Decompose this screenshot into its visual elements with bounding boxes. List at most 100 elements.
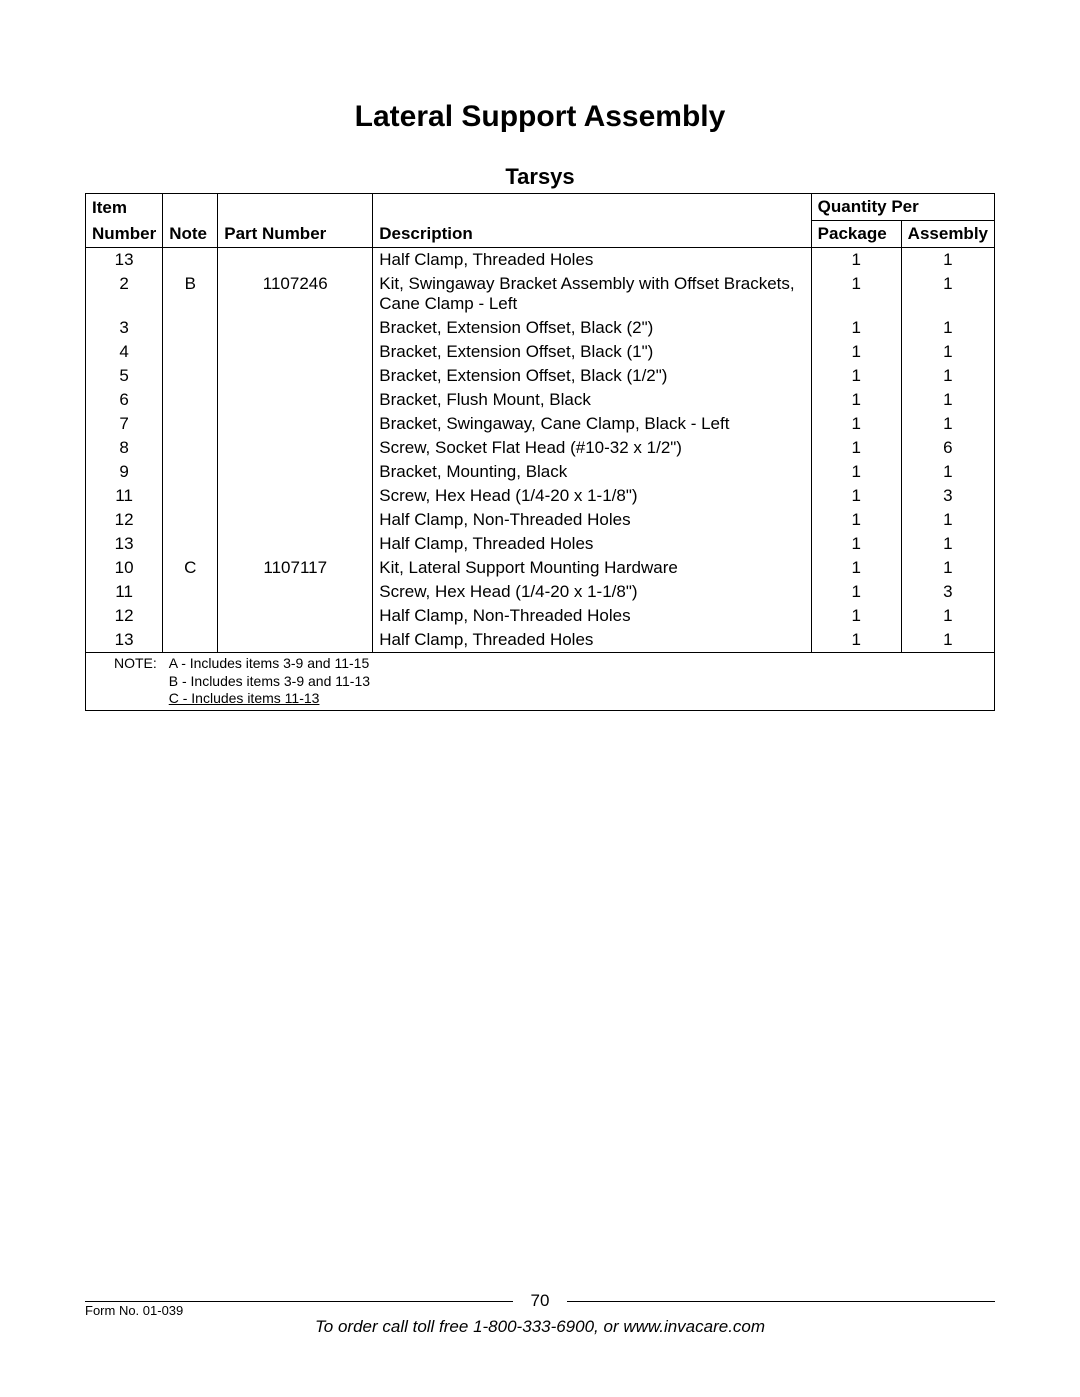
- cell-item: 12: [86, 508, 163, 532]
- cell-description: Half Clamp, Non-Threaded Holes: [373, 604, 811, 628]
- cell-partnum: [218, 460, 373, 484]
- cell-partnum: [218, 604, 373, 628]
- col-header-note-blank: [163, 194, 218, 221]
- table-body: 13Half Clamp, Threaded Holes112B1107246K…: [86, 248, 995, 653]
- col-header-desc-blank: [373, 194, 811, 221]
- cell-package: 1: [811, 556, 901, 580]
- cell-note: [163, 508, 218, 532]
- note-line-2: C - Includes items 11-13: [163, 690, 995, 710]
- table-row: 5 Bracket, Extension Offset, Black (1/2")…: [86, 364, 995, 388]
- table-row: 8Screw, Socket Flat Head (#10-32 x 1/2")…: [86, 436, 995, 460]
- col-header-item-top: Item: [86, 194, 163, 221]
- cell-partnum: [218, 364, 373, 388]
- sub-title: Tarsys: [85, 164, 995, 190]
- cell-package: 1: [811, 580, 901, 604]
- cell-description: Screw, Socket Flat Head (#10-32 x 1/2"): [373, 436, 811, 460]
- cell-assembly: 1: [901, 604, 994, 628]
- cell-note: [163, 340, 218, 364]
- footer-rule-left: [85, 1301, 513, 1302]
- cell-package: 1: [811, 316, 901, 340]
- cell-description: Bracket, Extension Offset, Black (1"): [373, 340, 811, 364]
- cell-note: B: [163, 272, 218, 316]
- cell-partnum: [218, 508, 373, 532]
- cell-package: 1: [811, 532, 901, 556]
- cell-partnum: [218, 412, 373, 436]
- table-row: 13Half Clamp, Threaded Holes11: [86, 628, 995, 653]
- cell-item: 2: [86, 272, 163, 316]
- cell-partnum: [218, 340, 373, 364]
- cell-assembly: 6: [901, 436, 994, 460]
- col-header-assembly: Assembly: [901, 221, 994, 248]
- cell-description: Screw, Hex Head (1/4-20 x 1-1/8"): [373, 580, 811, 604]
- cell-package: 1: [811, 412, 901, 436]
- cell-item: 13: [86, 532, 163, 556]
- cell-assembly: 1: [901, 532, 994, 556]
- table-row: 4Bracket, Extension Offset, Black (1")11: [86, 340, 995, 364]
- cell-partnum: [218, 316, 373, 340]
- cell-assembly: 1: [901, 364, 994, 388]
- table-row: 12Half Clamp, Non-Threaded Holes11: [86, 604, 995, 628]
- cell-partnum: 1107117: [218, 556, 373, 580]
- form-number: Form No. 01-039: [85, 1303, 183, 1318]
- cell-description: Screw, Hex Head (1/4-20 x 1-1/8"): [373, 484, 811, 508]
- cell-note: [163, 316, 218, 340]
- order-info: To order call toll free 1-800-333-6900, …: [85, 1317, 995, 1337]
- cell-package: 1: [811, 484, 901, 508]
- table-row: 9Bracket, Mounting, Black11: [86, 460, 995, 484]
- cell-package: 1: [811, 436, 901, 460]
- cell-package: 1: [811, 364, 901, 388]
- cell-assembly: 1: [901, 412, 994, 436]
- table-row: 11 Screw, Hex Head (1/4-20 x 1-1/8")13: [86, 484, 995, 508]
- cell-item: 3: [86, 316, 163, 340]
- cell-package: 1: [811, 272, 901, 316]
- col-header-note: Note: [163, 221, 218, 248]
- cell-assembly: 3: [901, 484, 994, 508]
- cell-item: 6: [86, 388, 163, 412]
- table-row: 10C1107117Kit, Lateral Support Mounting …: [86, 556, 995, 580]
- page-number: 70: [531, 1291, 550, 1311]
- table-row: 13Half Clamp, Threaded Holes11: [86, 532, 995, 556]
- table-row: 13Half Clamp, Threaded Holes11: [86, 248, 995, 273]
- cell-assembly: 1: [901, 508, 994, 532]
- table-row: 2B1107246Kit, Swingaway Bracket Assembly…: [86, 272, 995, 316]
- cell-item: 4: [86, 340, 163, 364]
- note-line-0: A - Includes items 3-9 and 11-15: [163, 653, 995, 673]
- cell-item: 13: [86, 248, 163, 273]
- cell-note: [163, 628, 218, 653]
- cell-item: 11: [86, 580, 163, 604]
- cell-partnum: [218, 628, 373, 653]
- cell-package: 1: [811, 388, 901, 412]
- table-row: 3Bracket, Extension Offset, Black (2")11: [86, 316, 995, 340]
- cell-description: Bracket, Extension Offset, Black (1/2"): [373, 364, 811, 388]
- cell-assembly: 1: [901, 340, 994, 364]
- cell-note: [163, 580, 218, 604]
- cell-description: Kit, Swingaway Bracket Assembly with Off…: [373, 272, 811, 316]
- cell-partnum: 1107246: [218, 272, 373, 316]
- note-line-1: B - Includes items 3-9 and 11-13: [163, 673, 995, 691]
- cell-assembly: 1: [901, 628, 994, 653]
- cell-item: 12: [86, 604, 163, 628]
- cell-package: 1: [811, 604, 901, 628]
- cell-item: 11: [86, 484, 163, 508]
- cell-package: 1: [811, 340, 901, 364]
- cell-note: [163, 436, 218, 460]
- cell-note: [163, 364, 218, 388]
- table-row: 11Screw, Hex Head (1/4-20 x 1-1/8")13: [86, 580, 995, 604]
- cell-package: 1: [811, 460, 901, 484]
- cell-package: 1: [811, 248, 901, 273]
- cell-item: 10: [86, 556, 163, 580]
- cell-item: 13: [86, 628, 163, 653]
- cell-assembly: 1: [901, 316, 994, 340]
- col-header-description: Description: [373, 221, 811, 248]
- cell-partnum: [218, 484, 373, 508]
- cell-assembly: 1: [901, 460, 994, 484]
- table-row: 12Half Clamp, Non-Threaded Holes11: [86, 508, 995, 532]
- cell-note: [163, 388, 218, 412]
- cell-item: 5: [86, 364, 163, 388]
- cell-note: [163, 412, 218, 436]
- cell-partnum: [218, 580, 373, 604]
- cell-note: [163, 484, 218, 508]
- col-header-partnum-blank: [218, 194, 373, 221]
- page-title: Lateral Support Assembly: [85, 100, 995, 134]
- cell-assembly: 1: [901, 248, 994, 273]
